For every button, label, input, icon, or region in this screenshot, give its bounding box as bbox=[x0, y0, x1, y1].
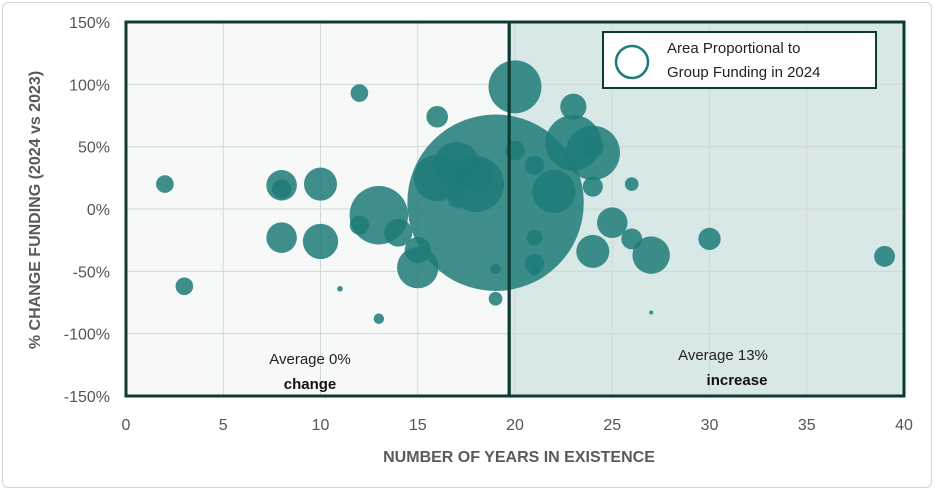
legend-label-line2: Group Funding in 2024 bbox=[667, 64, 820, 81]
bubbles-layer bbox=[156, 60, 895, 324]
bubble bbox=[337, 285, 343, 292]
bubble bbox=[874, 245, 895, 267]
bubble bbox=[581, 135, 604, 158]
bubble bbox=[458, 156, 494, 192]
y-tick-label: -150% bbox=[64, 389, 110, 406]
y-tick-label: 150% bbox=[69, 15, 110, 32]
bubble bbox=[488, 291, 503, 306]
x-tick-label: 40 bbox=[895, 417, 913, 434]
y-axis-ticks: 150% 100% 50% 0% -50% -100% -150% bbox=[64, 15, 110, 406]
bubble bbox=[490, 263, 501, 275]
bubble bbox=[532, 169, 576, 214]
bubble bbox=[266, 222, 297, 253]
x-tick-label: 35 bbox=[798, 417, 816, 434]
left-region-label-emphasis: change bbox=[284, 376, 337, 393]
y-tick-label: -100% bbox=[64, 327, 110, 344]
legend: Area Proportional to Group Funding in 20… bbox=[602, 31, 877, 89]
bubble bbox=[384, 218, 413, 247]
bubble bbox=[596, 207, 628, 238]
bubble bbox=[426, 105, 449, 128]
bubble bbox=[447, 190, 466, 208]
x-tick-label: 20 bbox=[506, 417, 524, 434]
x-tick-label: 30 bbox=[701, 417, 719, 434]
right-region-label-emphasis: increase bbox=[707, 372, 768, 389]
bubble bbox=[349, 215, 370, 235]
bubble bbox=[649, 310, 654, 315]
x-tick-label: 15 bbox=[409, 417, 427, 434]
bubble bbox=[530, 266, 539, 276]
y-tick-label: -50% bbox=[73, 264, 110, 281]
right-region-label: Average 13% bbox=[678, 347, 768, 364]
bubble bbox=[404, 237, 431, 264]
bubble bbox=[488, 60, 542, 114]
bubble bbox=[582, 176, 603, 197]
bubble bbox=[303, 167, 338, 201]
y-axis-title: % CHANGE FUNDING (2024 vs 2023) bbox=[27, 71, 44, 349]
bubble bbox=[698, 227, 721, 251]
left-region-label: Average 0% bbox=[269, 351, 350, 368]
bubble bbox=[302, 223, 339, 260]
legend-bubble-icon bbox=[614, 44, 650, 80]
x-tick-label: 25 bbox=[603, 417, 621, 434]
y-tick-label: 0% bbox=[87, 202, 110, 219]
y-tick-label: 100% bbox=[69, 77, 110, 94]
x-axis-title: NUMBER OF YEARS IN EXISTENCE bbox=[383, 449, 655, 466]
bubble bbox=[271, 179, 292, 199]
bubble bbox=[524, 254, 545, 274]
bubble bbox=[576, 234, 610, 268]
legend-label-line1: Area Proportional to bbox=[667, 40, 800, 57]
x-axis-ticks: 0 5 10 15 20 25 30 35 40 bbox=[122, 417, 913, 434]
bubble bbox=[350, 84, 369, 102]
region-right-border bbox=[507, 20, 906, 398]
bubble bbox=[524, 155, 545, 176]
region-borders bbox=[124, 20, 906, 398]
bubble bbox=[156, 175, 174, 193]
y-tick-label: 50% bbox=[78, 140, 110, 157]
bubble bbox=[413, 154, 461, 202]
bubble bbox=[175, 277, 194, 296]
bubble bbox=[373, 313, 385, 324]
bubble bbox=[560, 93, 587, 120]
x-tick-label: 0 bbox=[122, 417, 131, 434]
x-tick-label: 5 bbox=[219, 417, 228, 434]
bubble bbox=[526, 229, 543, 246]
bubble bbox=[621, 228, 643, 250]
bubble bbox=[624, 177, 639, 191]
bubble bbox=[632, 236, 670, 274]
x-tick-label: 10 bbox=[312, 417, 330, 434]
